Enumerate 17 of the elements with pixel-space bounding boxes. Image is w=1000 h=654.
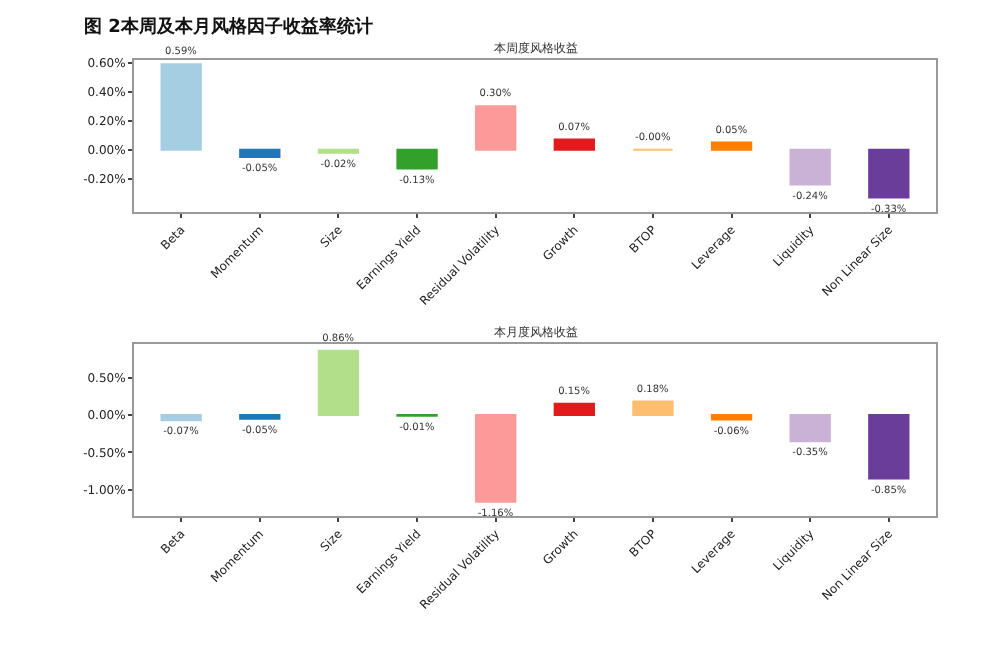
bar: [553, 402, 595, 417]
bar: [632, 400, 674, 417]
bar: [160, 63, 202, 151]
bar: [553, 138, 595, 151]
bar: [789, 414, 831, 443]
bar: [317, 349, 360, 417]
bar: [396, 148, 438, 170]
bar: [710, 414, 753, 421]
bar: [475, 105, 517, 151]
bar: [160, 414, 202, 422]
bar: [710, 141, 753, 151]
bar: [239, 148, 281, 158]
bar: [475, 414, 517, 503]
bar: [868, 414, 910, 480]
bar: [868, 148, 910, 199]
bar: [789, 148, 831, 186]
caption: 图 2本周及本月风格因子收益率统计: [84, 16, 373, 38]
